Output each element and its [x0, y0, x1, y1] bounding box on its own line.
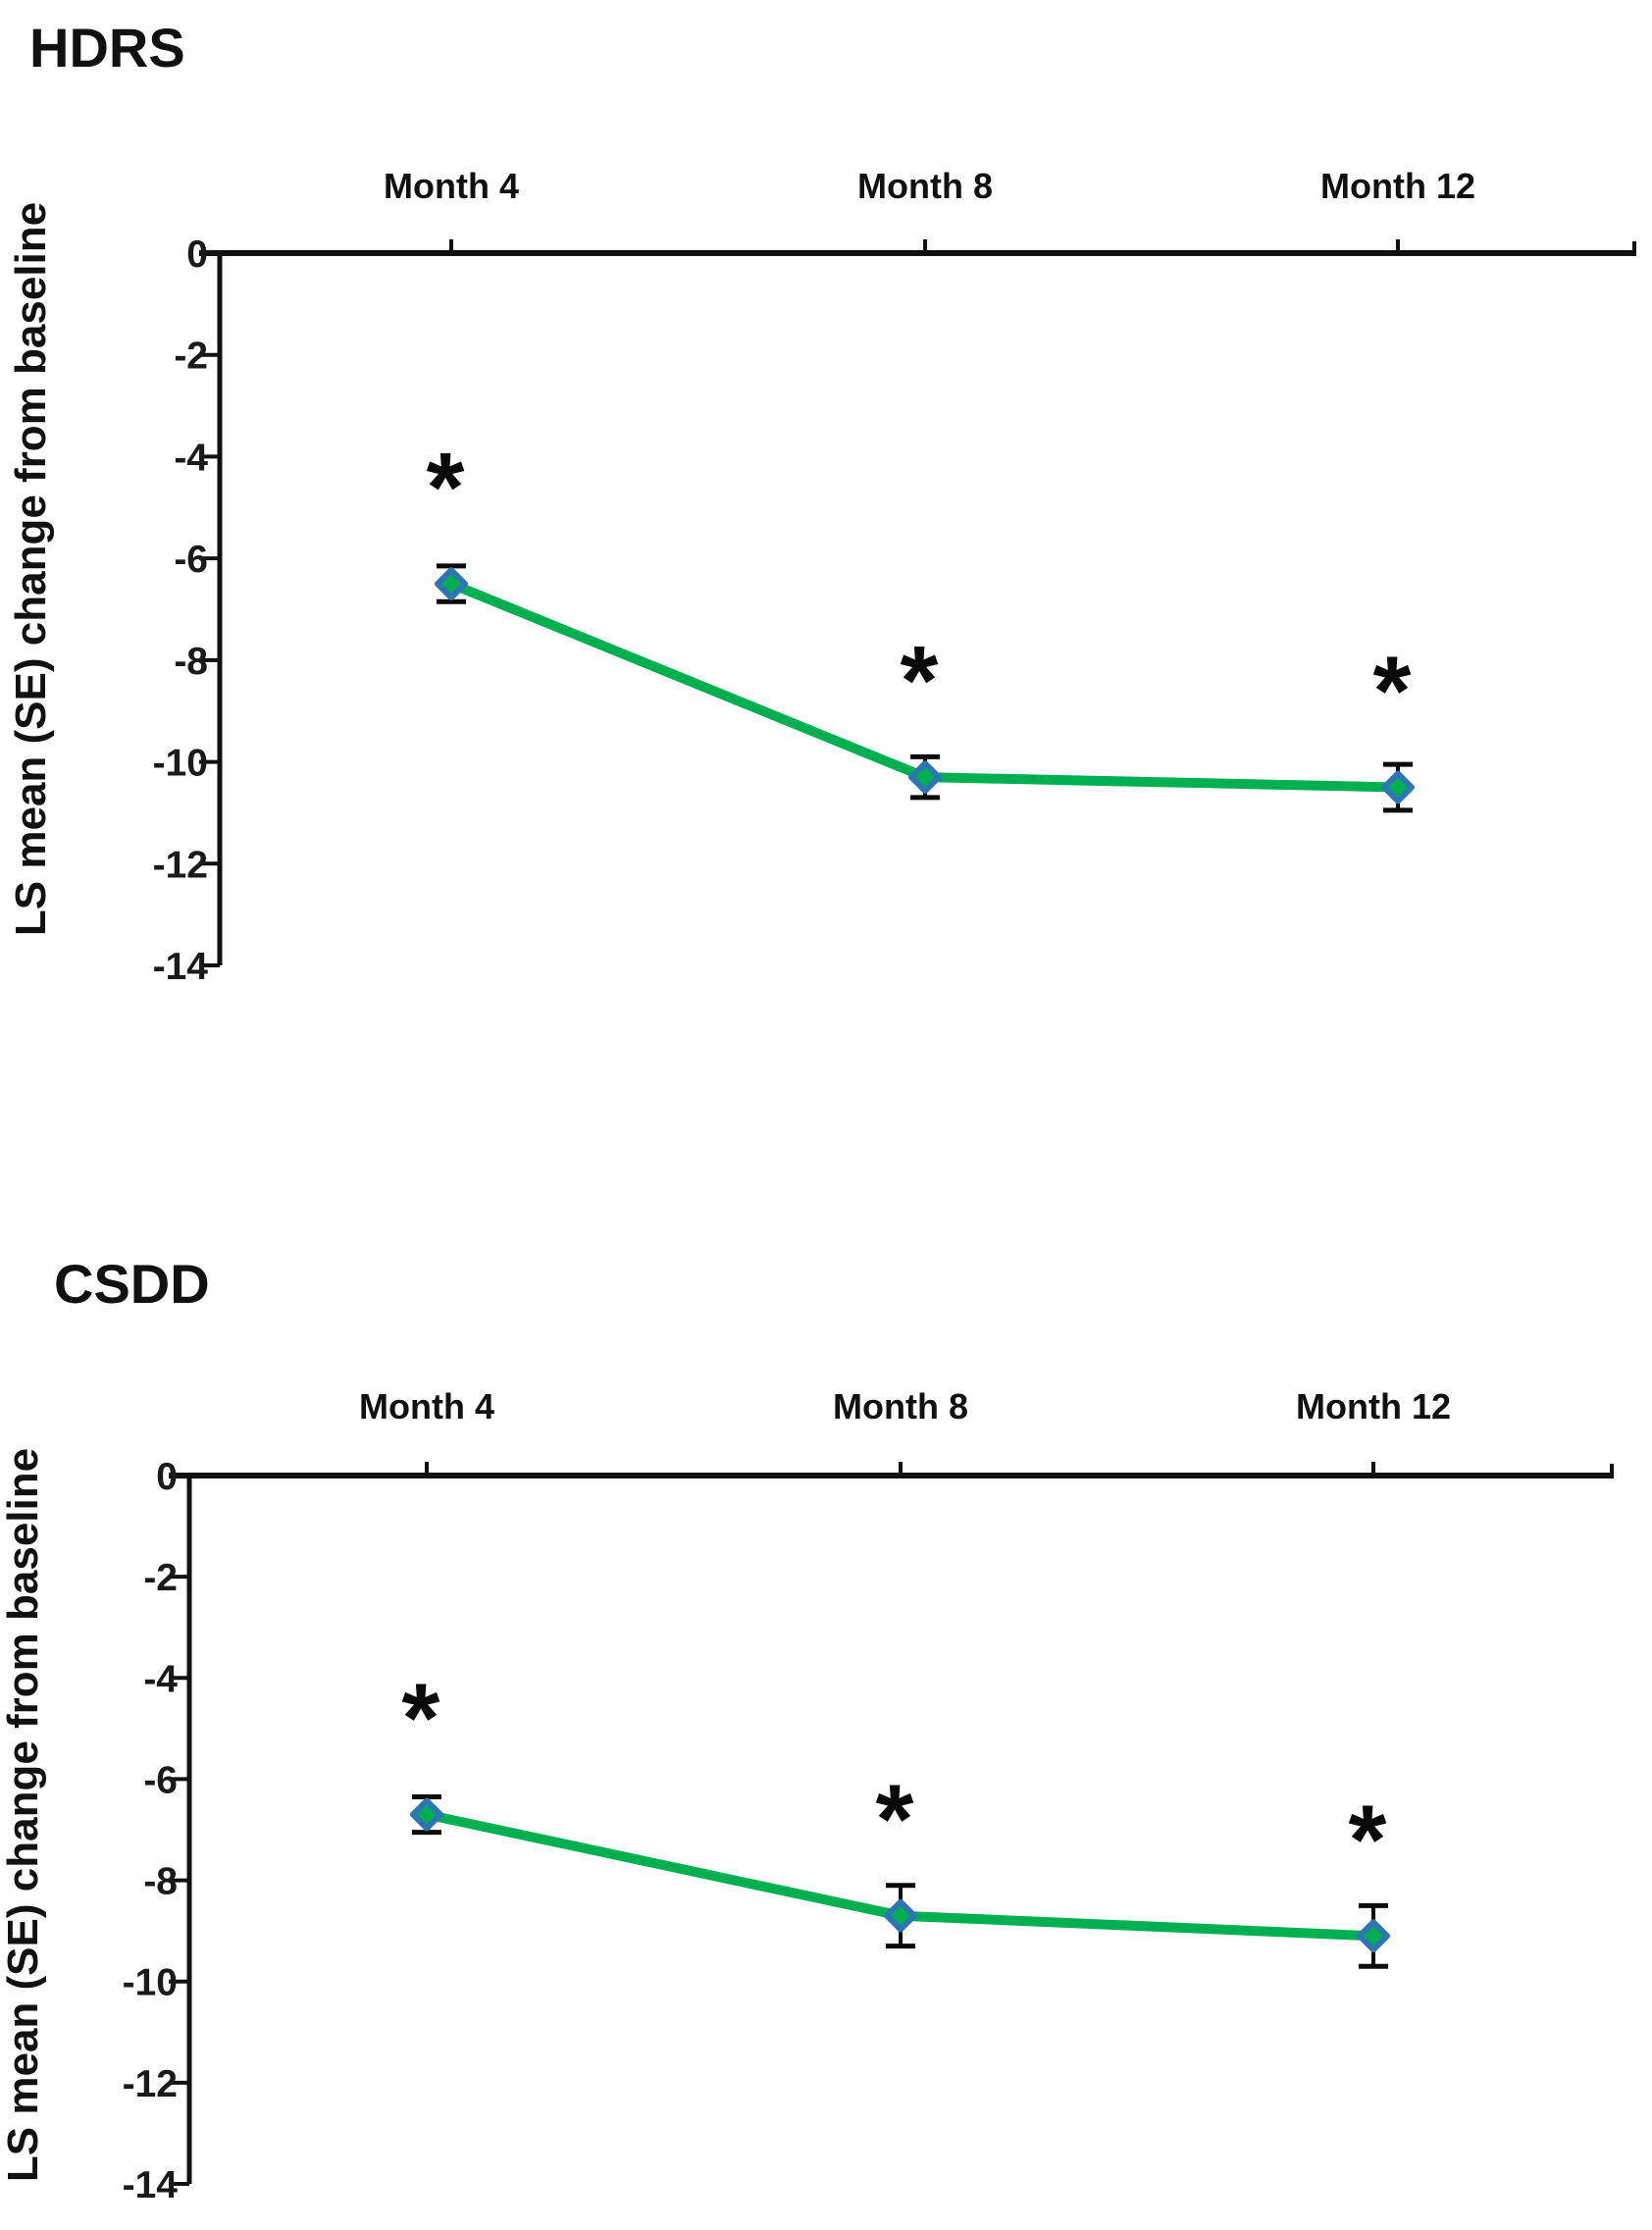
y-tick-label: -2 [174, 336, 208, 378]
y-axis-title: LS mean (SE) change from baseline [0, 1448, 47, 2182]
data-point-marker [435, 567, 468, 601]
y-tick-label: 0 [186, 233, 208, 276]
y-tick-label: -12 [123, 2063, 178, 2105]
y-tick-label: -10 [153, 743, 208, 785]
significance-asterisk: * [402, 1664, 440, 1774]
y-tick-label: -6 [174, 539, 208, 581]
significance-asterisk: * [1373, 637, 1412, 747]
y-tick-label: -4 [143, 1658, 178, 1700]
y-tick-label: -14 [123, 2164, 179, 2206]
y-tick-label: -8 [174, 641, 208, 683]
y-tick-label: -6 [143, 1759, 178, 1801]
csdd-chart: CSDD LS mean (SE) change from baseline 0… [0, 1253, 1614, 2206]
y-tick-label: -12 [153, 844, 208, 886]
data-point-marker [410, 1797, 443, 1832]
significance-asterisk: * [901, 626, 939, 736]
y-tick-label: -8 [143, 1861, 178, 1903]
x-cat-label: Month 12 [1296, 1386, 1451, 1426]
y-tick-label: 0 [156, 1456, 178, 1498]
hdrs-chart: HDRS LS mean (SE) change from baseline 0… [7, 17, 1636, 988]
data-point-marker [1357, 1919, 1390, 1953]
x-cat-label: Month 4 [384, 166, 519, 206]
data-point-marker [908, 760, 942, 795]
significance-asterisk: * [876, 1765, 914, 1875]
hdrs-plot-area: 0 -2 -4 -6 -8 -10 -12 -14 Month 4 Month 8 Month 12… [153, 166, 1636, 988]
significance-asterisk: * [427, 433, 465, 543]
x-cat-label: Month 12 [1320, 166, 1475, 206]
y-tick-label: -4 [174, 437, 208, 479]
data-point-marker [1381, 770, 1415, 804]
y-tick-label: -10 [123, 1962, 178, 2004]
chart-title: CSDD [54, 1253, 210, 1315]
x-cat-label: Month 4 [359, 1386, 494, 1426]
y-axis-title: LS mean (SE) change from baseline [7, 202, 55, 936]
y-tick-label: -14 [153, 946, 209, 988]
csdd-plot-area: 0 -2 -4 -6 -8 -10 -12 -14 Month 4 Month 8 Month 12… [123, 1386, 1614, 2206]
chart-title: HDRS [29, 17, 185, 78]
data-point-marker [884, 1898, 917, 1933]
significance-asterisk: * [1349, 1785, 1387, 1894]
x-cat-label: Month 8 [857, 166, 993, 206]
y-tick-label: -2 [143, 1557, 178, 1599]
x-cat-label: Month 8 [833, 1386, 968, 1426]
